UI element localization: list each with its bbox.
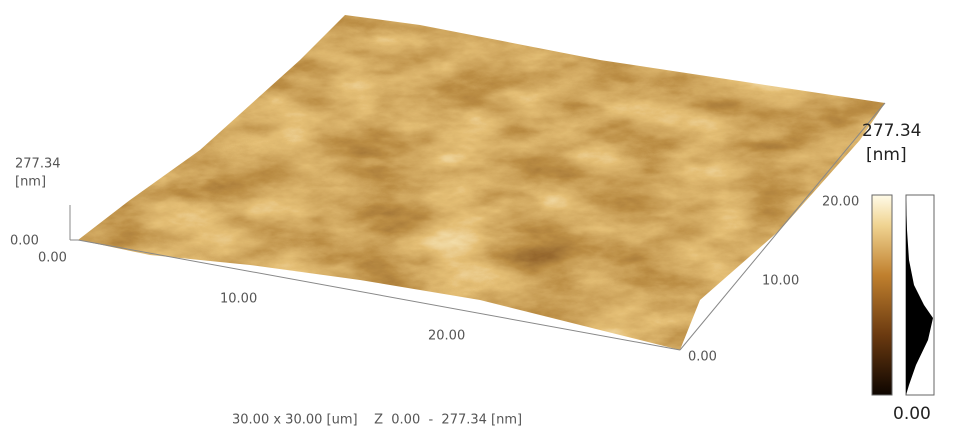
- surface: [60, 10, 900, 360]
- x-tick: 10.00: [220, 292, 257, 307]
- colorbar-max: 277.34: [862, 121, 921, 141]
- colorbar-min: 0.00: [893, 404, 931, 424]
- colorbar: [872, 195, 892, 395]
- z-unit: [nm]: [15, 175, 46, 190]
- y-tick: 10.00: [762, 274, 799, 289]
- y-tick: 0.00: [688, 350, 717, 365]
- x-tick: 0.00: [38, 251, 67, 266]
- z-max: 277.34: [15, 157, 61, 172]
- y-tick: 20.00: [822, 195, 859, 210]
- z-min: 0.00: [10, 234, 39, 249]
- colorbar-unit: [nm]: [866, 145, 907, 165]
- caption: 30.00 x 30.00 [um] Z 0.00 - 277.34 [nm]: [232, 413, 522, 428]
- afm-figure: 277.34 [nm] 0.00 0.00 10.00 20.00 0.00 1…: [0, 0, 973, 433]
- x-tick: 20.00: [428, 329, 465, 344]
- page: 277.34 [nm] 0.00 0.00 10.00 20.00 0.00 1…: [0, 0, 973, 433]
